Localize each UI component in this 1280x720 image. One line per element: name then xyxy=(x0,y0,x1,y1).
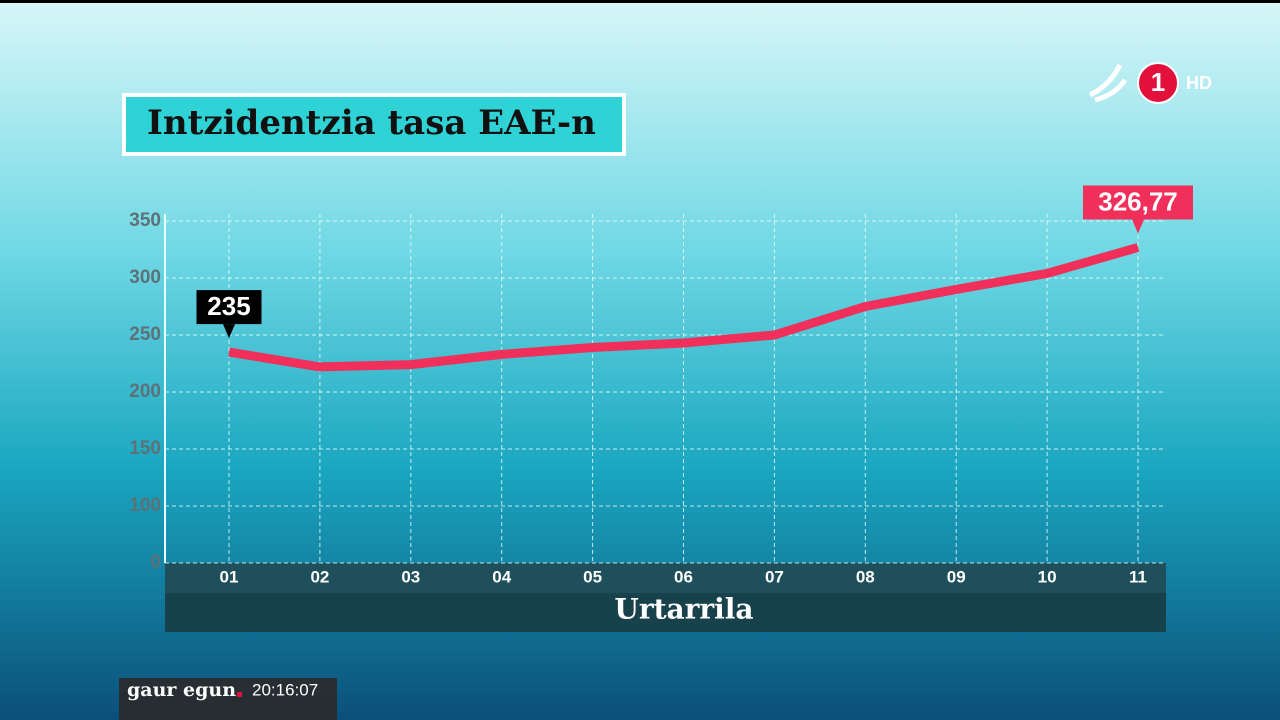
value-label: 326,77 xyxy=(1098,186,1178,216)
value-callout: 235 xyxy=(196,290,262,339)
callout-box xyxy=(196,290,262,325)
ticker-dot xyxy=(237,692,242,697)
x-tick-label: 09 xyxy=(947,567,966,586)
hd-label: HD xyxy=(1186,73,1212,93)
logo-swoosh xyxy=(1088,63,1128,103)
data-line xyxy=(228,243,1140,372)
x-tick-label: 04 xyxy=(492,567,511,586)
y-tick-label: 300 xyxy=(129,267,161,288)
x-tick-label: 08 xyxy=(856,567,875,586)
top-edge xyxy=(0,0,1280,3)
x-tick-label: 10 xyxy=(1038,567,1057,586)
y-tick-label: 100 xyxy=(129,495,161,516)
program-name: gaur egun xyxy=(127,679,236,701)
clock: 20:16:07 xyxy=(252,680,318,699)
logo-circle xyxy=(1137,62,1179,104)
x-tick-label: 03 xyxy=(401,567,420,586)
y-tick-label: 200 xyxy=(129,381,161,402)
y-tick-label: 350 xyxy=(129,210,161,231)
x-tick-label: 02 xyxy=(310,567,329,586)
y-tick-label: 250 xyxy=(129,324,161,345)
x-axis-strip xyxy=(165,563,1166,593)
x-label-strip xyxy=(165,593,1166,632)
x-tick-label: 01 xyxy=(220,567,239,586)
logo: 1 HD xyxy=(1088,62,1212,104)
ticker-box xyxy=(119,678,337,720)
callout-pointer xyxy=(223,324,235,339)
title-box xyxy=(122,93,626,156)
x-axis-label: Urtarrila xyxy=(614,593,753,626)
x-tick-label: 07 xyxy=(765,567,784,586)
value-label: 235 xyxy=(207,291,250,321)
callout-box xyxy=(1083,185,1193,220)
x-tick-label: 05 xyxy=(583,567,602,586)
callout-pointer xyxy=(1132,219,1144,234)
x-tick-label: 11 xyxy=(1129,567,1147,586)
x-tick-label: 06 xyxy=(674,567,693,586)
y-tick-label: 0 xyxy=(150,552,161,573)
value-callout: 326,77 xyxy=(1083,185,1193,234)
y-tick-label: 150 xyxy=(129,438,161,459)
channel-number: 1 xyxy=(1151,67,1165,97)
chart-title: Intzidentzia tasa EAE-n xyxy=(147,103,596,143)
